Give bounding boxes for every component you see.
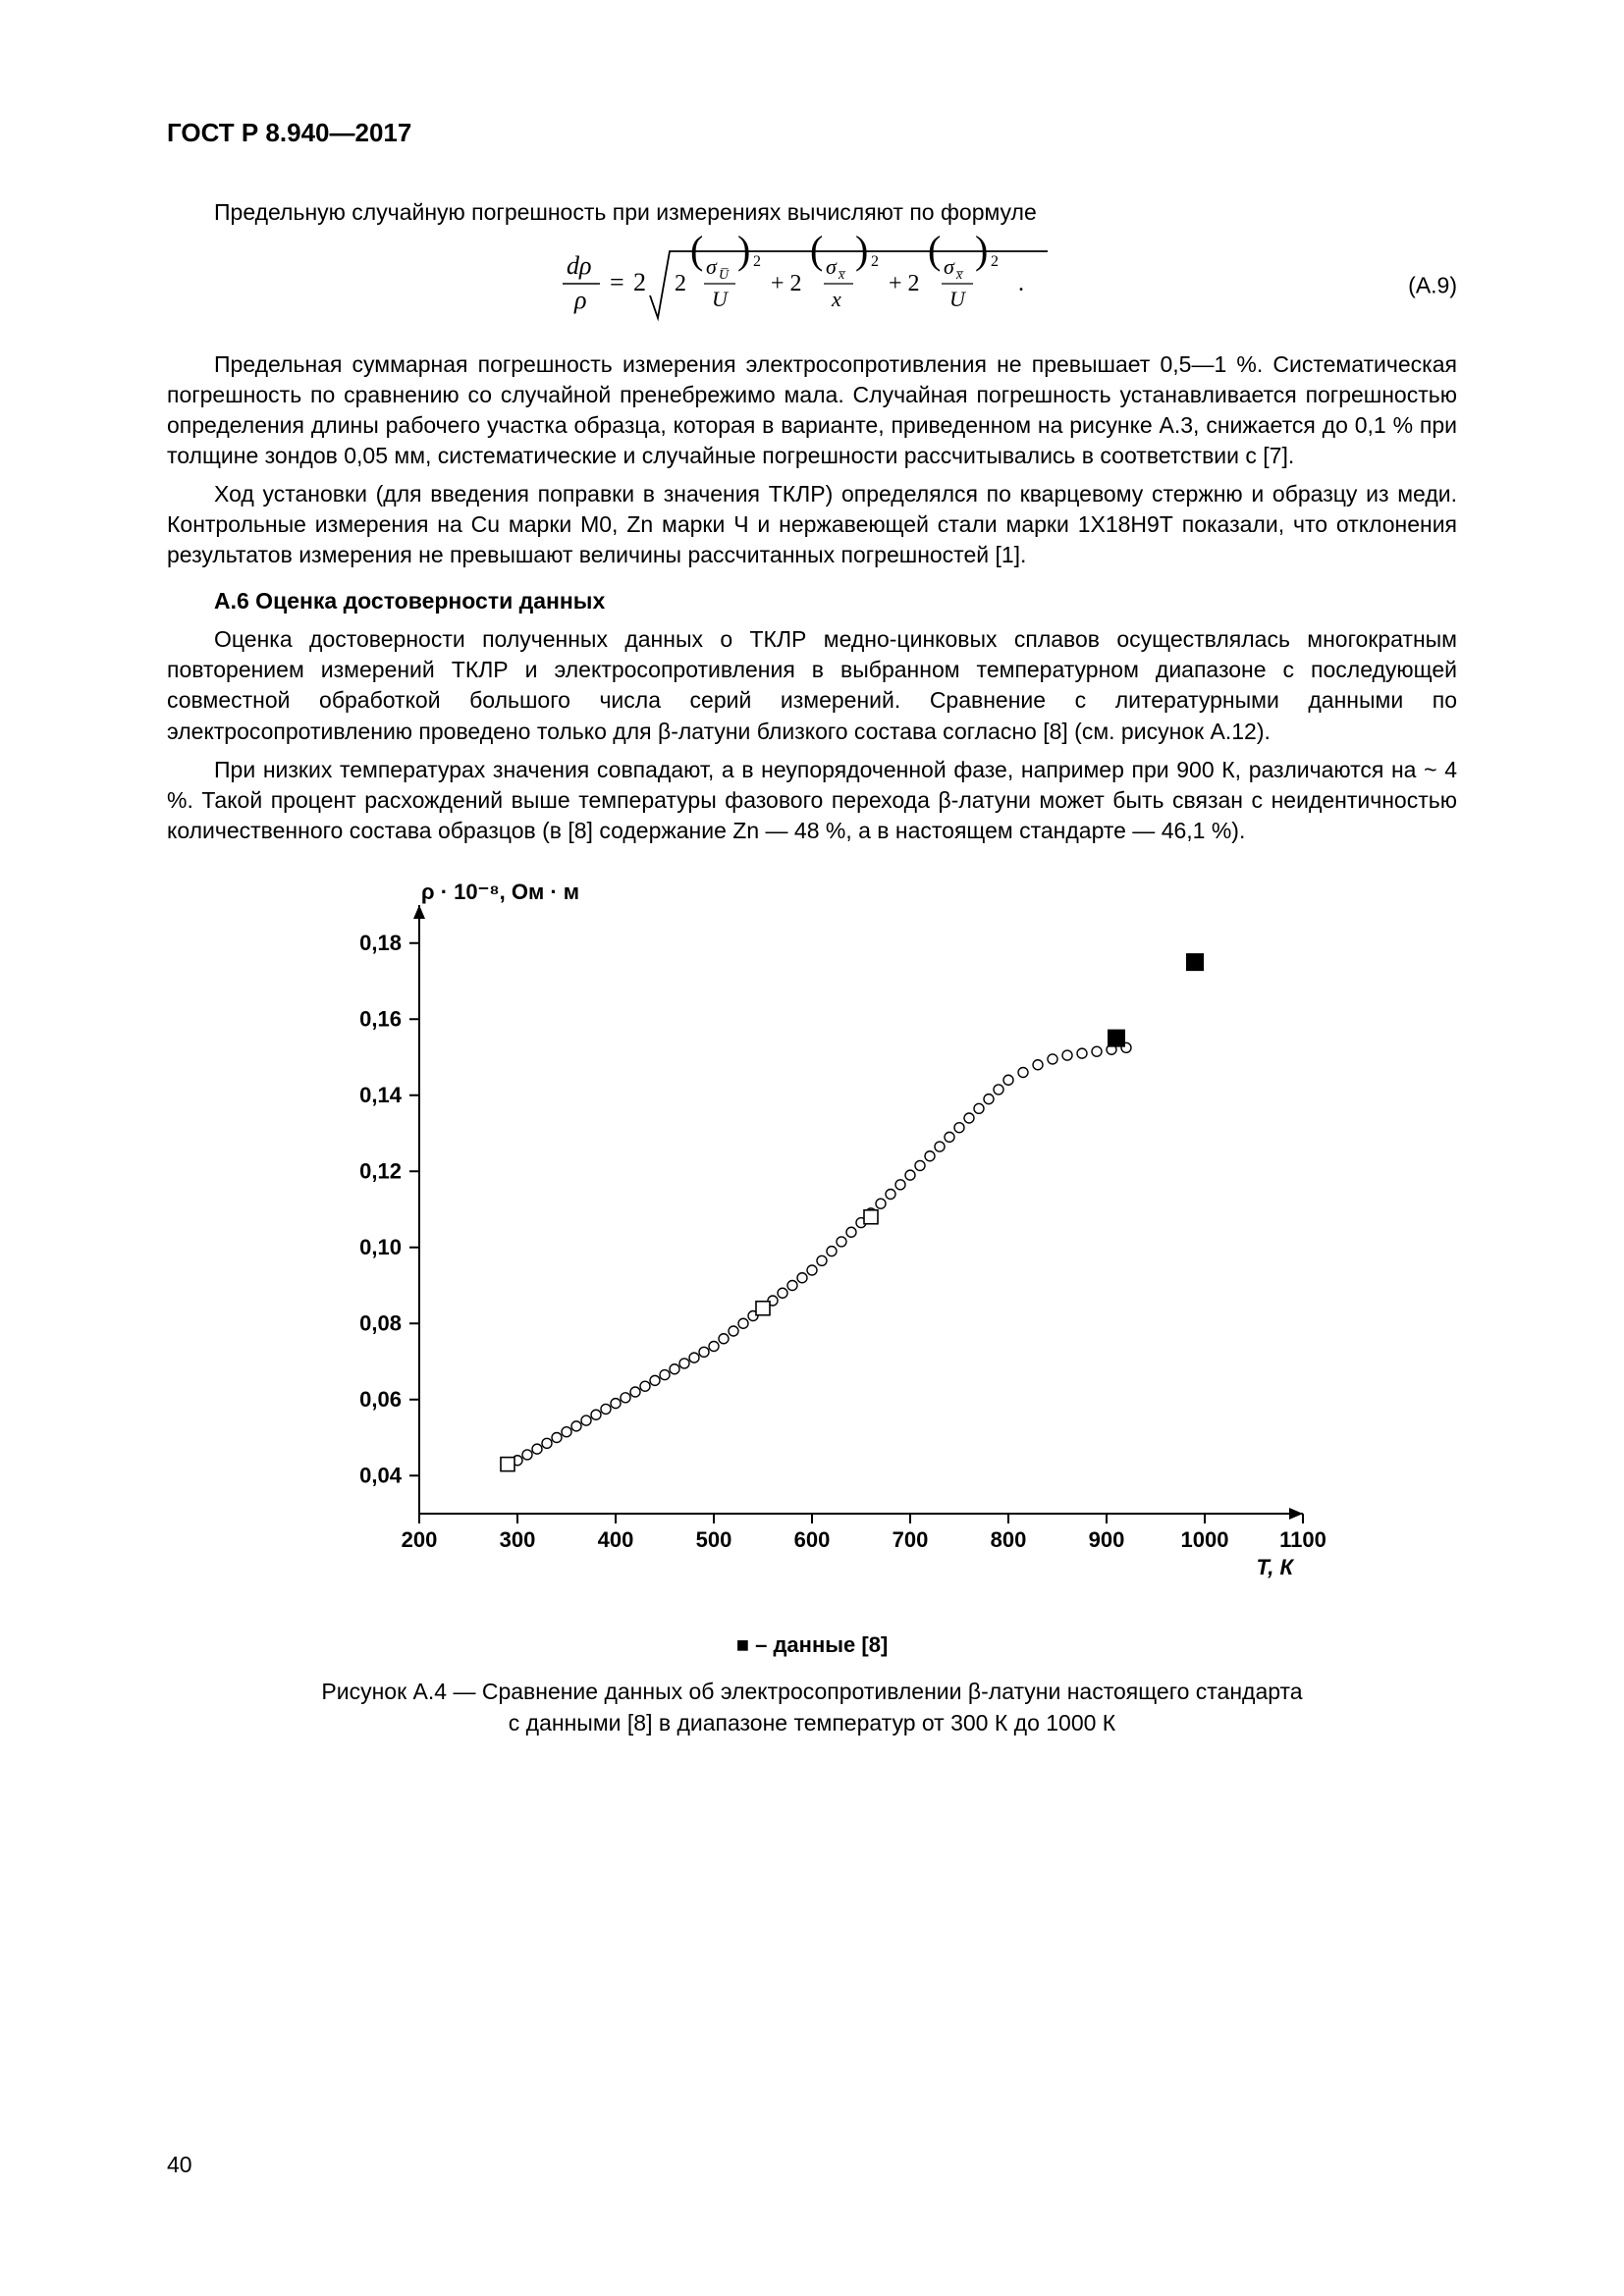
svg-text:U̅: U̅ — [719, 268, 730, 283]
equation-number: (A.9) — [1408, 273, 1457, 299]
svg-text:=: = — [610, 268, 624, 296]
svg-text:U: U — [712, 287, 730, 311]
svg-text:): ) — [855, 228, 868, 272]
svg-text:200: 200 — [402, 1527, 438, 1552]
svg-text:x: x — [831, 287, 841, 311]
svg-text:x̅: x̅ — [955, 268, 964, 283]
svg-text:500: 500 — [696, 1527, 732, 1552]
svg-text:+ 2: + 2 — [889, 271, 920, 296]
svg-text:U: U — [949, 287, 967, 311]
svg-text:0,08: 0,08 — [359, 1310, 402, 1335]
document-header: ГОСТ Р 8.940—2017 — [167, 118, 1457, 148]
chart-legend: ■ – данные [8] — [282, 1632, 1342, 1658]
svg-text:σ: σ — [706, 254, 718, 279]
svg-text:(: ( — [928, 228, 941, 272]
figure-caption-line2: с данными [8] в диапазоне температур от … — [509, 1710, 1115, 1735]
svg-text:): ) — [737, 228, 750, 272]
paragraph-5: При низких температурах значения совпада… — [167, 755, 1457, 846]
paragraph-4: Оценка достоверности полученных данных о… — [167, 624, 1457, 746]
svg-text:σ: σ — [944, 254, 955, 279]
paragraph-2: Предельная суммарная погрешность измерен… — [167, 349, 1457, 471]
figure-caption-line1: Рисунок А.4 — Сравнение данных об электр… — [321, 1679, 1302, 1704]
svg-text:0,10: 0,10 — [359, 1234, 402, 1258]
svg-text:(: ( — [810, 228, 823, 272]
svg-text:ρ · 10⁻⁸, Ом · м: ρ · 10⁻⁸, Ом · м — [421, 880, 579, 904]
svg-text:ρ: ρ — [573, 286, 586, 314]
svg-text:2: 2 — [633, 268, 646, 296]
svg-text:0,16: 0,16 — [359, 1006, 402, 1031]
svg-text:2: 2 — [675, 271, 686, 296]
equation-a9: dρ ρ = 2 2 ( σ U̅ U ) 2 + 2 ( — [167, 241, 1457, 330]
svg-text:2: 2 — [991, 253, 999, 270]
svg-text:900: 900 — [1089, 1527, 1125, 1552]
svg-text:0,04: 0,04 — [359, 1463, 403, 1487]
intro-line: Предельную случайную погрешность при изм… — [167, 197, 1457, 228]
svg-text:.: . — [1018, 271, 1024, 296]
equation-svg: dρ ρ = 2 2 ( σ U̅ U ) 2 + 2 ( — [557, 241, 1067, 330]
paragraph-3: Ход установки (для введения поправки в з… — [167, 479, 1457, 570]
svg-text:1100: 1100 — [1279, 1527, 1326, 1552]
svg-text:1000: 1000 — [1181, 1527, 1229, 1552]
svg-text:0,06: 0,06 — [359, 1386, 402, 1411]
page-number: 40 — [167, 2152, 192, 2178]
svg-text:400: 400 — [598, 1527, 634, 1552]
svg-text:0,12: 0,12 — [359, 1158, 402, 1183]
svg-text:+ 2: + 2 — [771, 271, 802, 296]
svg-text:0,14: 0,14 — [359, 1082, 403, 1106]
figure-caption: Рисунок А.4 — Сравнение данных об электр… — [282, 1676, 1342, 1738]
svg-text:0,18: 0,18 — [359, 930, 402, 954]
svg-text:σ: σ — [826, 254, 838, 279]
svg-text:): ) — [975, 228, 988, 272]
svg-text:800: 800 — [991, 1527, 1027, 1552]
svg-text:x̅: x̅ — [838, 268, 846, 283]
scatter-chart: 0,04 0,06 0,08 0,10 0,12 0,14 0,16 0,18 200 300 40… — [282, 876, 1342, 1622]
chart-container: 0,04 0,06 0,08 0,10 0,12 0,14 0,16 0,18 200 300 40… — [282, 876, 1342, 1738]
svg-text:600: 600 — [794, 1527, 831, 1552]
svg-text:T, К: T, К — [1256, 1555, 1294, 1579]
svg-text:dρ: dρ — [567, 251, 591, 280]
section-a6-title: А.6 Оценка достоверности данных — [214, 588, 1457, 614]
svg-text:(: ( — [690, 228, 703, 272]
svg-text:2: 2 — [871, 253, 879, 270]
svg-text:2: 2 — [753, 253, 761, 270]
svg-text:700: 700 — [893, 1527, 929, 1552]
svg-text:300: 300 — [500, 1527, 536, 1552]
